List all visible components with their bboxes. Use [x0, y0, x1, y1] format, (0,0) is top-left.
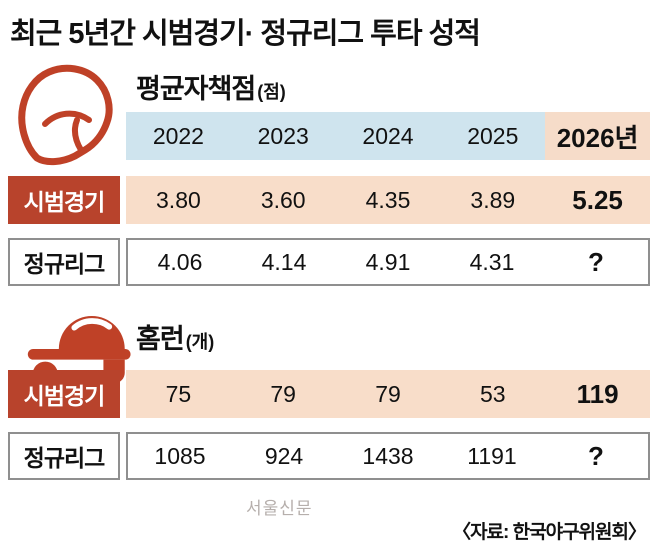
homerun-exhibition-label: 시범경기 [8, 370, 120, 418]
era-section-head: 평균자책점 (점) [8, 64, 650, 166]
value-cell: 1191 [467, 442, 517, 469]
era-section: 평균자책점 (점) 2022 2023 2024 2025 2026년 시범경기… [8, 64, 650, 286]
value-cell: 3.60 [260, 186, 306, 213]
value-cell: 4.14 [261, 248, 307, 275]
value-cell: 1438 [362, 442, 414, 469]
year-2022: 2022 [126, 112, 231, 160]
value-cell: 79 [270, 380, 296, 407]
homerun-exhibition-row: 시범경기 75 79 79 53 119 [8, 370, 650, 418]
year-header-row: 2022 2023 2024 2025 2026년 [8, 112, 650, 160]
glove-icon [14, 62, 126, 171]
value-cell: 1085 [154, 442, 206, 469]
homerun-regular-row: 정규리그 1085 924 1438 1191 ? [8, 432, 650, 480]
value-cell: 4.06 [157, 248, 203, 275]
era-section-unit: (점) [257, 82, 286, 102]
source-credit: 〈자료: 한국야구위원회〉 [452, 522, 647, 543]
homerun-section-title: 홈런 [136, 324, 185, 354]
page-title: 최근 5년간 시범경기· 정규리그 투타 성적 [10, 18, 481, 50]
year-2025: 2025 [440, 112, 546, 160]
homerun-section-head: 홈런 (개) [8, 314, 650, 387]
year-2023: 2023 [230, 112, 336, 160]
value-cell: 75 [165, 380, 192, 407]
value-cell: 119 [576, 378, 619, 409]
newspaper-watermark: 서울신문 [246, 499, 313, 518]
year-header-spacer [8, 112, 120, 160]
value-cell: 5.25 [572, 184, 623, 215]
era-exhibition-label: 시범경기 [8, 176, 120, 224]
value-cell: 3.80 [156, 186, 201, 213]
year-2026: 2026년 [545, 112, 650, 160]
value-cell: 3.89 [470, 186, 516, 213]
value-cell: 4.35 [365, 186, 411, 213]
homerun-section-unit: (개) [185, 332, 215, 352]
value-cell: 924 [264, 442, 304, 469]
value-cell: 4.31 [469, 248, 515, 275]
value-cell: 53 [479, 380, 506, 407]
value-cell: ? [588, 440, 604, 471]
era-exhibition-row: 시범경기 3.80 3.60 4.35 3.89 5.25 [8, 176, 650, 224]
era-regular-row: 정규리그 4.06 4.14 4.91 4.31 ? [8, 238, 650, 286]
homerun-regular-label: 정규리그 [8, 432, 120, 480]
era-regular-label: 정규리그 [8, 238, 120, 286]
value-cell: ? [588, 246, 604, 277]
homerun-section: 홈런 (개) 시범경기 75 79 79 53 119 정규리그 1085 92… [8, 314, 650, 480]
value-cell: 79 [375, 380, 401, 407]
era-section-title: 평균자책점 [136, 74, 256, 104]
value-cell: 4.91 [365, 248, 411, 275]
year-2024: 2024 [335, 112, 441, 160]
